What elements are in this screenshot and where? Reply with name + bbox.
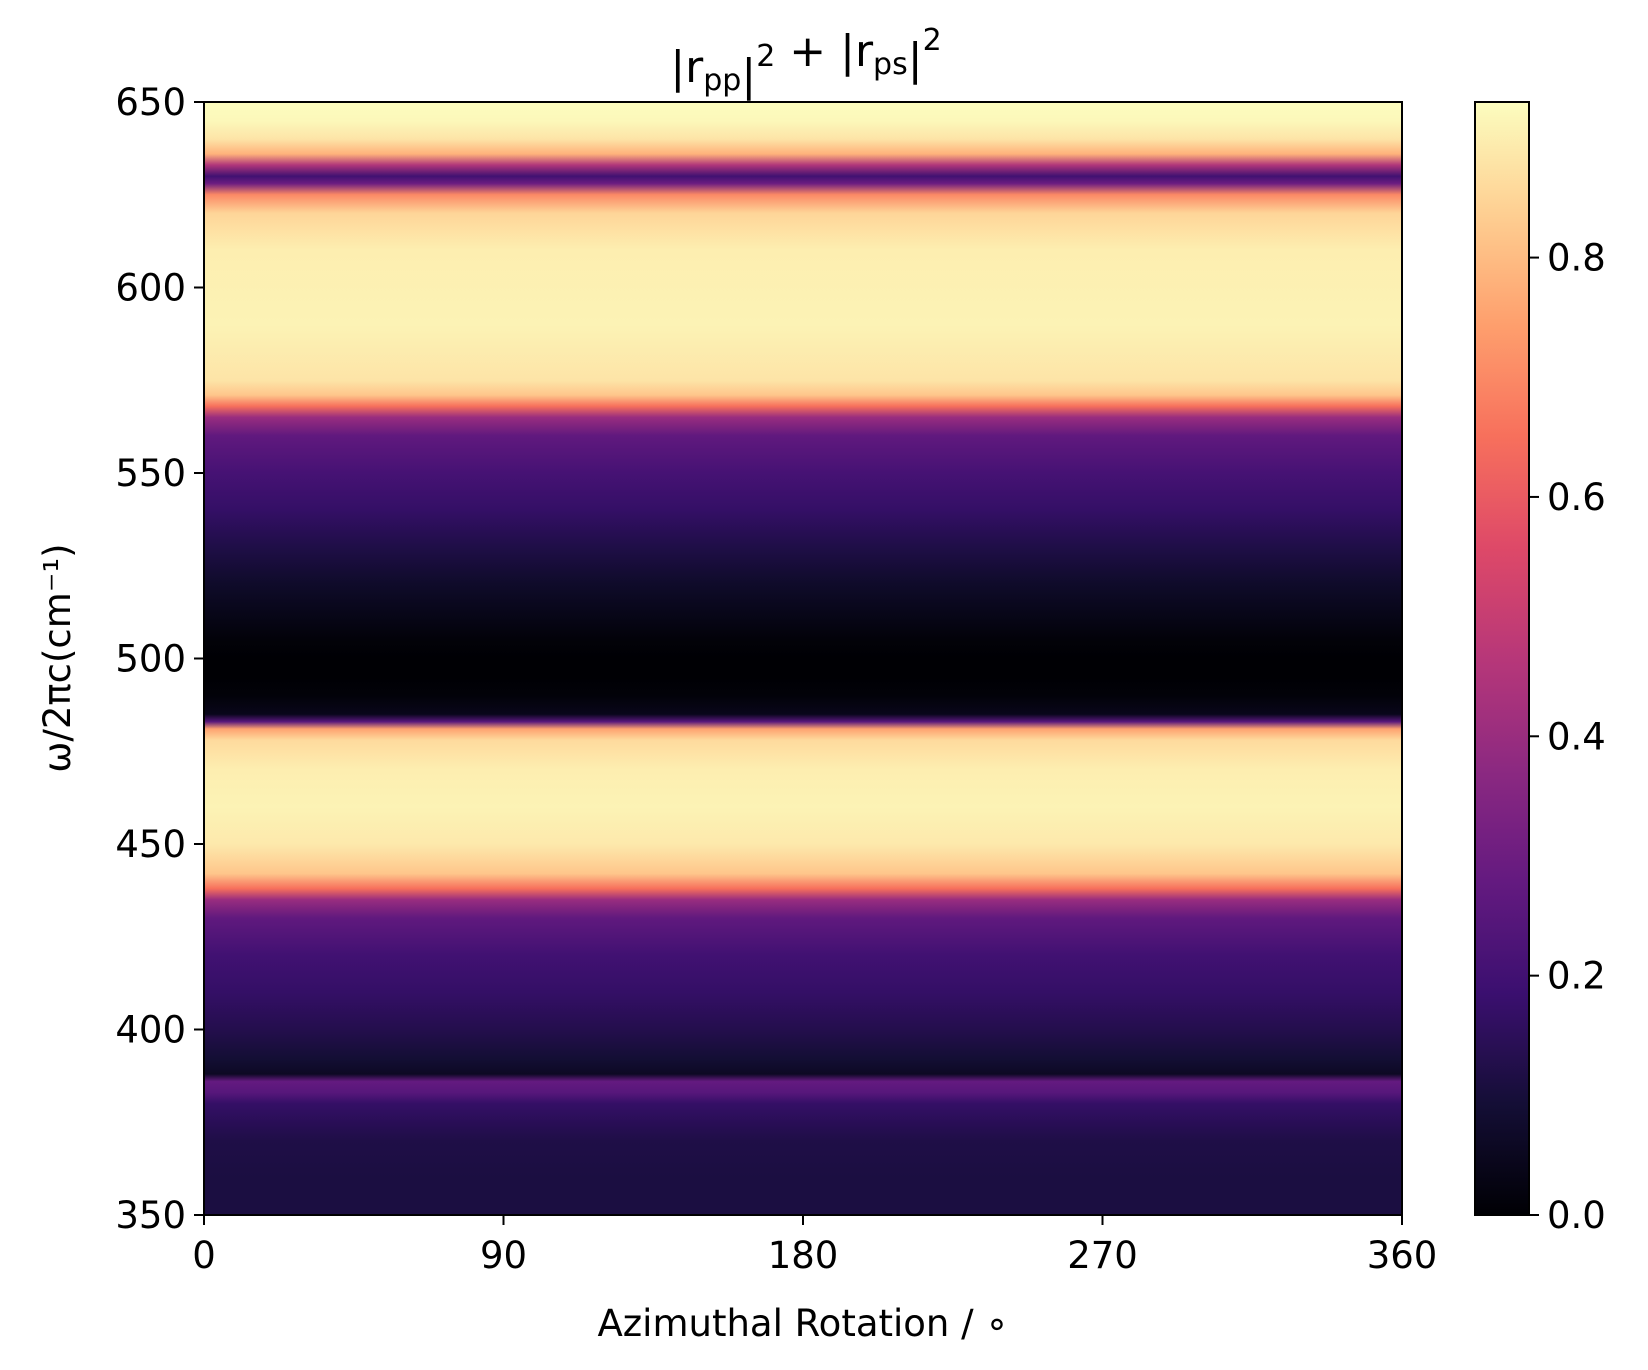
y-tick-label: 450 xyxy=(115,823,186,866)
x-tick-label: 360 xyxy=(1367,1234,1438,1277)
colorbar-frame xyxy=(1474,101,1530,1216)
colorbar-ticks: 0.0 0.2 0.4 0.6 0.8 xyxy=(1529,237,1606,1237)
y-tick-label: 350 xyxy=(115,1194,186,1237)
y-tick-label: 650 xyxy=(115,81,186,124)
y-axis-label: ω/2πc(cm⁻¹) xyxy=(36,543,79,772)
x-axis-label: Azimuthal Rotation / ∘ xyxy=(597,1302,1008,1345)
y-tick-label: 600 xyxy=(115,267,186,310)
chart-title: |rpp|2 + |rps|2 xyxy=(670,23,941,101)
y-tick-label: 500 xyxy=(115,638,186,681)
colorbar-tick-label: 0.6 xyxy=(1547,476,1606,519)
colorbar-tick-label: 0.0 xyxy=(1547,1194,1606,1237)
colorbar-tick-label: 0.2 xyxy=(1547,955,1606,998)
colorbar-gradient xyxy=(1475,102,1529,1215)
plot-area xyxy=(203,101,1403,1216)
x-tick-label: 90 xyxy=(480,1234,527,1277)
y-axis: 350 400 450 500 550 600 650 xyxy=(115,81,204,1237)
x-axis: 0 90 180 270 360 xyxy=(192,1215,1437,1277)
y-tick-label: 400 xyxy=(115,1009,186,1052)
x-tick-label: 0 xyxy=(192,1234,216,1277)
colorbar-tick-label: 0.4 xyxy=(1547,715,1606,758)
colorbar-tick-label: 0.8 xyxy=(1547,237,1606,280)
heatmap xyxy=(204,102,1402,1215)
y-tick-label: 550 xyxy=(115,452,186,495)
colorbar: 0.0 0.2 0.4 0.6 0.8 xyxy=(1474,101,1606,1237)
x-tick-label: 270 xyxy=(1067,1234,1138,1277)
x-tick-label: 180 xyxy=(768,1234,839,1277)
